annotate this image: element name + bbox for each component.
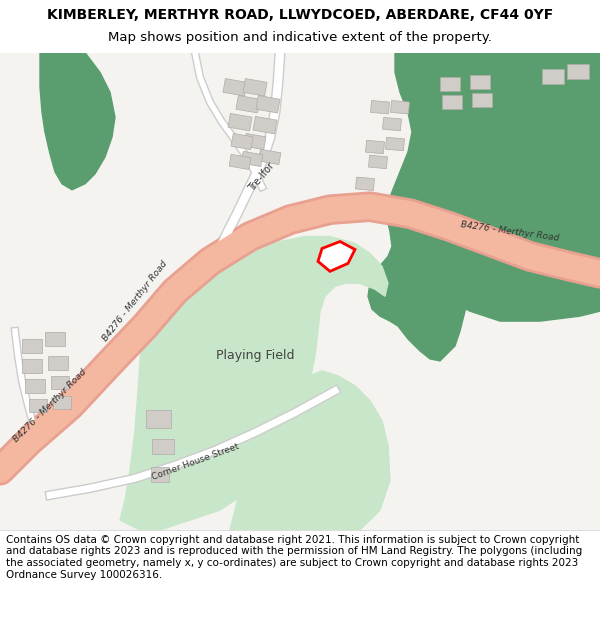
Text: Corner House Street: Corner House Street <box>150 442 240 483</box>
Bar <box>391 101 409 114</box>
Bar <box>22 339 42 353</box>
Bar <box>152 439 174 454</box>
Text: B4276 - Merthyr Road: B4276 - Merthyr Road <box>460 220 560 243</box>
Bar <box>256 96 280 113</box>
Polygon shape <box>230 371 390 530</box>
Bar <box>51 376 69 389</box>
Bar <box>22 359 42 373</box>
Polygon shape <box>368 52 600 361</box>
Bar <box>253 116 277 134</box>
Text: Contains OS data © Crown copyright and database right 2021. This information is : Contains OS data © Crown copyright and d… <box>6 535 582 579</box>
Bar <box>236 96 260 113</box>
Text: Playing Field: Playing Field <box>216 349 294 362</box>
Bar <box>365 140 385 154</box>
Bar <box>259 149 281 164</box>
Text: B4276 - Merthyr Road: B4276 - Merthyr Road <box>101 259 169 343</box>
Bar <box>567 64 589 79</box>
Bar <box>29 399 47 412</box>
Bar <box>244 134 266 149</box>
Polygon shape <box>40 52 115 190</box>
Bar <box>231 134 253 149</box>
Bar <box>386 138 404 151</box>
Polygon shape <box>120 236 388 530</box>
Bar <box>228 113 252 131</box>
Bar <box>25 379 45 392</box>
Bar <box>48 356 68 370</box>
Bar <box>223 79 247 96</box>
Bar <box>542 69 564 84</box>
Bar <box>440 78 460 91</box>
Bar <box>243 79 267 96</box>
Bar <box>371 101 389 114</box>
Bar <box>229 154 251 169</box>
Bar <box>53 396 71 409</box>
Bar <box>151 468 169 482</box>
Bar <box>470 76 490 89</box>
Text: B4276 - Merthyr Road: B4276 - Merthyr Road <box>11 368 88 444</box>
Bar <box>356 177 374 191</box>
Bar <box>368 155 388 169</box>
Bar <box>472 93 492 108</box>
Bar <box>146 409 171 428</box>
Text: KIMBERLEY, MERTHYR ROAD, LLWYDCOED, ABERDARE, CF44 0YF: KIMBERLEY, MERTHYR ROAD, LLWYDCOED, ABER… <box>47 8 553 22</box>
Text: Tre-Ifor: Tre-Ifor <box>247 161 277 193</box>
Bar <box>45 332 65 346</box>
Text: Map shows position and indicative extent of the property.: Map shows position and indicative extent… <box>108 31 492 44</box>
Bar <box>241 151 263 166</box>
Polygon shape <box>318 241 355 271</box>
Polygon shape <box>410 52 600 321</box>
Bar <box>383 118 401 131</box>
Bar <box>442 95 462 109</box>
